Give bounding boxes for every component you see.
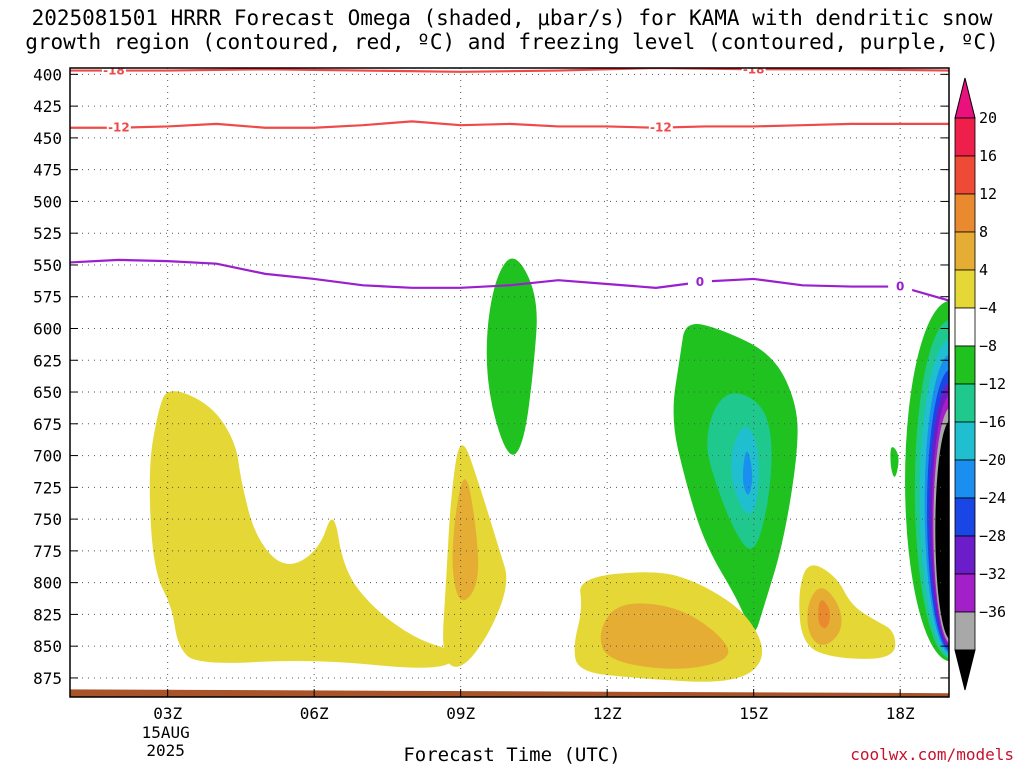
colorbar-label-0: 20 [979, 109, 997, 127]
colorbar-top-arrow [954, 77, 976, 119]
terrain-strip [70, 689, 949, 697]
plot-area [70, 258, 949, 697]
colorbar: 20 16 12 8 4 −4 −8 −12 −16 −20 −24 −28 −32 −36 [954, 77, 1006, 691]
contour-label-bg-2-0 [687, 275, 712, 290]
chart-title: 2025081501 HRRR Forecast Omega (shaded, … [0, 6, 1024, 54]
colorbar-swatch-8 [954, 421, 976, 461]
colorbar-label-5: −4 [979, 299, 997, 317]
watermark-text: coolwx.com/models [850, 745, 1014, 764]
x-tick-label-12Z: 12Z [593, 704, 622, 723]
y-tick-label-850: 850 [33, 637, 62, 656]
contour-label-bg-1-0 [106, 120, 131, 135]
colorbar-swatch-13 [954, 611, 976, 651]
colorbar-label-10: −24 [979, 489, 1006, 507]
colorbar-swatch-5 [954, 307, 976, 347]
axes: 400 425 450 475 500 525 550 575 600 625 650 675 700 7… [33, 65, 950, 760]
x-axis-label: Forecast Time (UTC) [403, 744, 621, 766]
omega-region-7 [742, 451, 753, 495]
x-tick-sublabel-0: 15AUG [142, 723, 190, 742]
contour-label-0-0: -18 [103, 64, 125, 78]
chart-title-line-2: growth region (contoured, red, ºC) and f… [25, 30, 999, 54]
y-tick-label-725: 725 [33, 478, 62, 497]
x-tick-label-06Z: 06Z [300, 704, 329, 723]
omega-region-9 [600, 603, 729, 669]
colorbar-swatch-1 [954, 155, 976, 195]
colorbar-label-12: −32 [979, 565, 1006, 583]
colorbar-label-11: −28 [979, 527, 1006, 545]
contour-label-bg-2-1 [888, 279, 913, 294]
contour-label-1-1: -12 [650, 121, 672, 135]
x-tick-label-09Z: 09Z [446, 704, 475, 723]
y-tick-label-450: 450 [33, 129, 62, 148]
colorbar-swatch-4 [954, 269, 976, 309]
x-tick-label-03Z: 03Z [153, 704, 182, 723]
y-tick-label-700: 700 [33, 447, 62, 466]
chart-title-line-1: 2025081501 HRRR Forecast Omega (shaded, … [31, 6, 993, 30]
colorbar-swatch-0 [954, 117, 976, 157]
colorbar-label-8: −16 [979, 413, 1006, 431]
colorbar-swatch-7 [954, 383, 976, 423]
colorbar-label-3: 8 [979, 223, 988, 241]
colorbar-label-9: −20 [979, 451, 1006, 469]
y-tick-label-650: 650 [33, 383, 62, 402]
colorbar-swatch-2 [954, 193, 976, 233]
colorbar-label-13: −36 [979, 603, 1006, 621]
y-tick-label-525: 525 [33, 224, 62, 243]
y-tick-label-550: 550 [33, 256, 62, 275]
plot-frame [69, 67, 950, 698]
colorbar-swatch-12 [954, 573, 976, 613]
contour-label-0-1: -18 [743, 62, 765, 76]
contour-line-2 [70, 258, 949, 302]
grid-lines [70, 68, 949, 697]
omega-region-13 [890, 447, 899, 477]
omega-region-2 [452, 479, 479, 601]
x-tick-label-15Z: 15Z [739, 704, 768, 723]
colorbar-swatch-10 [954, 497, 976, 537]
x-tick-sublabel-1: 2025 [146, 741, 185, 760]
contour-label-1-0: -12 [108, 121, 130, 135]
colorbar-label-2: 12 [979, 185, 997, 203]
y-tick-label-575: 575 [33, 288, 62, 307]
plot-clip-group [70, 258, 949, 697]
contour-label-2-0: 0 [696, 275, 704, 289]
colorbar-bottom-arrow [954, 649, 976, 691]
y-tick-label-825: 825 [33, 605, 62, 624]
y-tick-label-600: 600 [33, 319, 62, 338]
colorbar-label-1: 16 [979, 147, 997, 165]
contour-label-bg-1-1 [648, 120, 673, 135]
contour-line-1 [70, 120, 949, 129]
y-tick-label-750: 750 [33, 510, 62, 529]
y-tick-label-625: 625 [33, 351, 62, 370]
y-tick-label-400: 400 [33, 65, 62, 84]
contour-clip-group: -18 -18 -12 -12 0 0 [70, 62, 949, 302]
y-tick-label-425: 425 [33, 97, 62, 116]
y-tick-label-475: 475 [33, 161, 62, 180]
colorbar-swatch-11 [954, 535, 976, 575]
colorbar-label-6: −8 [979, 337, 997, 355]
contour-label-bg-0-1 [741, 68, 766, 77]
y-tick-label-875: 875 [33, 669, 62, 688]
y-tick-label-500: 500 [33, 192, 62, 211]
colorbar-swatch-9 [954, 459, 976, 499]
omega-region-12 [818, 600, 831, 629]
colorbar-label-4: 4 [979, 261, 988, 279]
contour-line-0 [70, 68, 949, 73]
colorbar-swatch-3 [954, 231, 976, 271]
omega-region-3 [486, 258, 537, 455]
contour-lines: -18 -18 -12 -12 0 0 [70, 62, 949, 302]
colorbar-label-7: −12 [979, 375, 1006, 393]
y-tick-label-800: 800 [33, 574, 62, 593]
contour-label-2-1: 0 [896, 280, 904, 294]
x-tick-label-18Z: 18Z [886, 704, 915, 723]
y-tick-label-675: 675 [33, 415, 62, 434]
omega-edge-region-8 [935, 420, 949, 639]
contour-label-bg-0-0 [101, 68, 126, 78]
omega-region-0 [149, 391, 454, 668]
y-tick-label-775: 775 [33, 542, 62, 561]
colorbar-swatch-6 [954, 345, 976, 385]
